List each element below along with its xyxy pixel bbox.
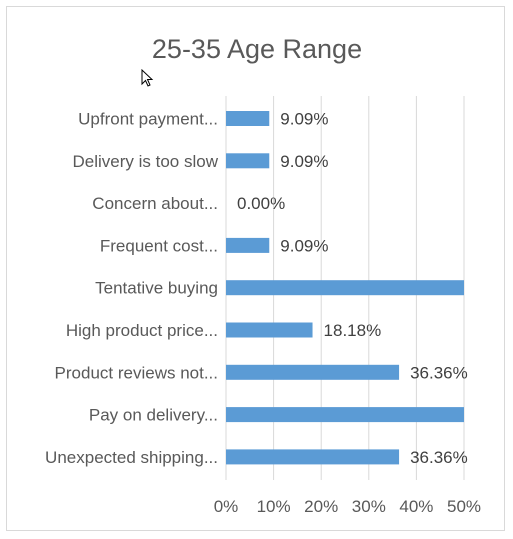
bar — [226, 449, 400, 465]
data-label: 0.00% — [237, 194, 285, 213]
mouse-pointer-icon — [141, 69, 154, 87]
x-tick-label: 30% — [352, 497, 386, 516]
category-label: Pay on delivery... — [89, 406, 218, 425]
bar — [226, 322, 313, 338]
data-label: 36.36% — [410, 448, 468, 467]
x-tick-label: 0% — [214, 497, 239, 516]
data-label: 9.09% — [280, 110, 328, 129]
x-tick-label: 10% — [257, 497, 291, 516]
data-label: 36.36% — [410, 363, 468, 382]
chart-title: 25-35 Age Range — [152, 34, 362, 64]
bar — [226, 364, 400, 380]
category-label: Delivery is too slow — [73, 152, 219, 171]
category-label: Frequent cost... — [100, 236, 218, 255]
category-label: Upfront payment... — [78, 110, 218, 129]
data-label: 9.09% — [280, 152, 328, 171]
data-label: 18.18% — [324, 321, 382, 340]
category-label: High product price... — [66, 321, 218, 340]
x-tick-label: 20% — [304, 497, 338, 516]
data-label: 9.09% — [280, 236, 328, 255]
x-axis-ticks: 0% 10% 20% 30% 40% 50% — [214, 497, 481, 516]
category-label: Tentative buying — [95, 279, 218, 298]
chart-frame — [6, 6, 505, 531]
category-label: Concern about... — [92, 194, 218, 213]
bar — [226, 407, 464, 423]
bar — [226, 280, 464, 296]
x-tick-label: 50% — [447, 497, 481, 516]
data-labels: 9.09% 9.09% 0.00% 9.09% 18.18% 36.36% 36.36% — [237, 110, 468, 467]
bar — [226, 153, 270, 169]
category-label: Unexpected shipping... — [45, 448, 218, 467]
bar — [226, 237, 270, 253]
category-label: Product reviews not... — [55, 363, 218, 382]
x-tick-label: 40% — [399, 497, 433, 516]
category-labels: Upfront payment... Delivery is too slow Co… — [45, 110, 219, 467]
bars — [226, 111, 464, 465]
bar — [226, 111, 270, 126]
